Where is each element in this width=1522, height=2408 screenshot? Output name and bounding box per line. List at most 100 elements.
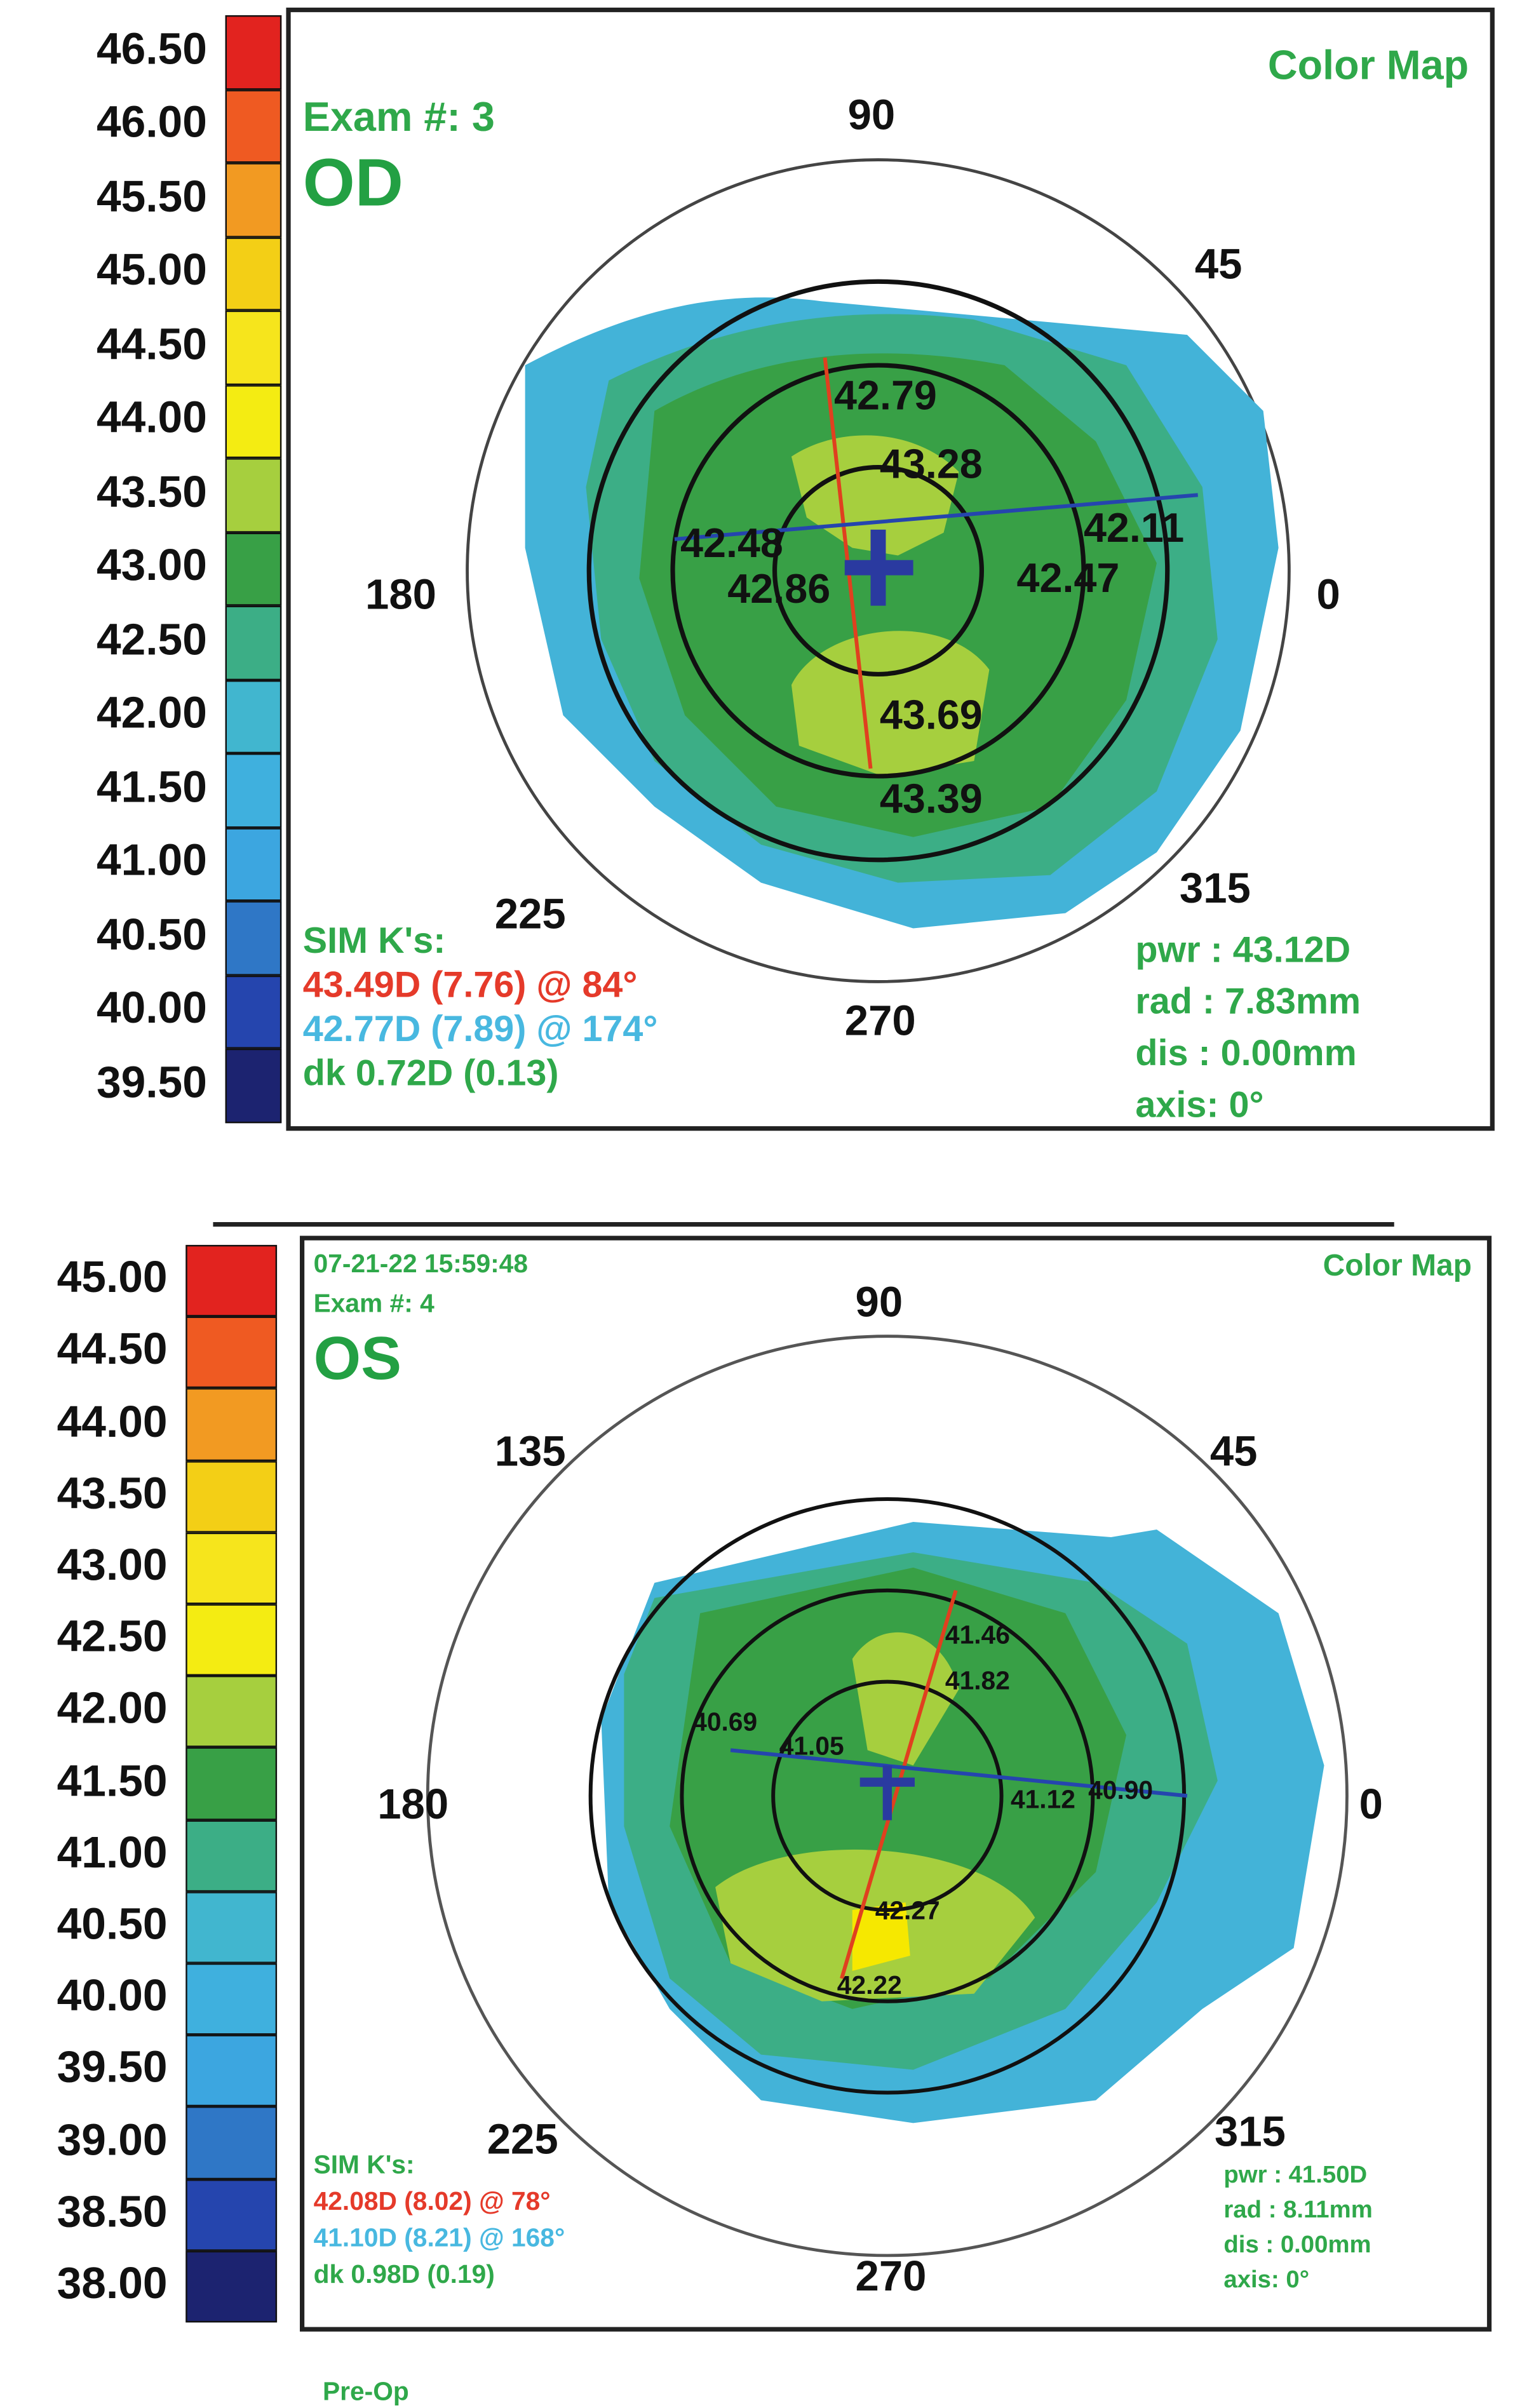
od-cursor-info: pwr : 43.12D rad : 7.83mm dis : 0.00mm a… [1135,925,1361,1133]
os-scale-label: 42.50 [57,1613,168,1662]
os-scale-label: 38.00 [57,2260,168,2309]
od-scale-swatch [225,753,282,828]
os-axis-label: 270 [855,2252,927,2300]
od-scale-label: 44.50 [96,321,207,370]
od-scale-swatch [225,89,282,163]
od-axis: axis: 0° [1135,1085,1264,1127]
os-scale-swatch [185,1676,278,1748]
od-scale-label: 40.50 [96,911,207,960]
os-axis-label: 0 [1359,1780,1383,1828]
os-k-reading: 41.46 [945,1620,1010,1650]
od-yellowgreen-zone [791,435,990,776]
os-scale-swatch [185,1316,278,1389]
os-pwr: pwr : 41.50D [1223,2162,1368,2189]
os-sim-k-flat: 41.10D (8.21) @ 168° [313,2223,565,2253]
os-scale-label: 39.50 [57,2044,168,2094]
os-eye-label: OS [313,1325,402,1393]
os-scale-label: 40.50 [57,1900,168,1950]
od-axis-label: 225 [494,890,566,938]
od-axis-label: 0 [1316,570,1340,618]
od-eye-label: OD [302,146,403,221]
os-k-reading: 42.22 [837,1970,902,2000]
os-corneal-map [426,1335,1349,2257]
os-scale-swatch [185,2106,278,2179]
os-scale-label: 41.50 [57,1757,168,1806]
os-sim-k-steep: 42.08D (8.02) @ 78° [313,2187,551,2216]
os-axis: axis: 0° [1223,2268,1310,2294]
od-scale-swatch [225,310,282,384]
od-axis-label: 45 [1194,240,1243,288]
od-scale-label: 46.50 [96,25,207,75]
os-scale-swatch [185,1532,278,1604]
od-k-reading: 42.48 [680,520,783,567]
os-rad: rad : 8.11mm [1223,2197,1373,2224]
os-scale-label: 40.00 [57,1972,168,2022]
os-axis-label: 45 [1209,1427,1258,1475]
os-axis-label: 135 [494,1427,566,1475]
os-center-cross [859,1777,915,1787]
os-scale-swatch [185,2035,278,2107]
od-sim-k-label: SIM K's: [302,920,446,962]
od-scale-label: 40.00 [96,985,207,1034]
od-axis-label: 315 [1179,864,1251,912]
od-scale-label: 43.50 [96,468,207,518]
os-timestamp: 07-21-22 15:59:48 [313,1249,529,1279]
od-scale-label: 41.50 [96,763,207,813]
od-scale-swatch [225,901,282,975]
od-outer-circle [466,158,1291,983]
od-scale-label: 43.00 [96,542,207,591]
os-scale-swatch [185,1963,278,2035]
od-scale-label: 44.00 [96,394,207,444]
od-scale-swatch [225,679,282,754]
os-sim-k-delta: dk 0.98D (0.19) [313,2260,495,2289]
os-map-frame: Color Map 07-21-22 15:59:48 Exam #: 4 OS… [300,1235,1492,2332]
os-k-reading: 40.90 [1088,1776,1154,1805]
od-scale-swatch [225,384,282,459]
od-green-zone [639,353,1157,837]
od-scale-label: 39.50 [96,1059,207,1108]
od-scale-label: 42.50 [96,616,207,665]
os-k-reading: 42.27 [875,1896,940,1925]
od-k-reading: 43.69 [879,692,983,739]
os-scale-label: 43.50 [57,1470,168,1519]
os-scale-label: 44.50 [57,1326,168,1375]
os-scale-label: 38.50 [57,2188,168,2237]
od-exam-number: Exam #: 3 [302,94,495,140]
od-sim-k-delta: dk 0.72D (0.13) [302,1053,559,1094]
os-k-reading: 40.69 [692,1707,758,1737]
os-axis-label: 90 [855,1278,903,1326]
od-scale-label: 42.00 [96,690,207,739]
od-scale-swatch [225,1048,282,1123]
od-scale-swatch [225,15,282,90]
od-k-reading: 42.86 [727,566,831,612]
os-dis: dis : 0.00mm [1223,2232,1371,2259]
os-scale-swatch [185,1244,278,1317]
os-scale-swatch [185,2179,278,2251]
od-axis-label: 90 [847,91,896,139]
os-exam-number: Exam #: 4 [313,1289,434,1318]
od-scale-swatch [225,827,282,901]
od-k-reading: 42.79 [834,373,937,419]
od-sim-k-steep: 43.49D (7.76) @ 84° [302,965,638,1006]
od-k-reading: 43.39 [879,776,983,822]
os-cursor-info: pwr : 41.50D rad : 8.11mm dis : 0.00mm a… [1223,2158,1372,2298]
os-footer-label: Pre-Op [322,2377,409,2407]
os-flat-meridian [730,1748,1188,1798]
os-scale-label: 43.00 [57,1542,168,1591]
od-rad: rad : 7.83mm [1135,981,1361,1023]
od-pwr: pwr : 43.12D [1135,929,1351,971]
os-scale-swatch [185,1604,278,1676]
od-scale-swatch [225,163,282,237]
od-map-frame: Color Map Exam #: 3 OD SIM K's: 43.49D (… [286,7,1495,1133]
os-outer-circle [426,1335,1349,2257]
os-color-map-title: Color Map [1323,1249,1472,1283]
od-corneal-map [466,158,1291,983]
os-sim-k: SIM K's: 42.08D (8.02) @ 78° 41.10D (8.2… [314,2148,565,2294]
od-sim-k-flat: 42.77D (7.89) @ 174° [302,1009,658,1051]
os-yellowgreen-zone [715,1632,1035,2001]
os-scale-swatch [185,1389,278,1461]
os-scale-label: 42.00 [57,1685,168,1734]
os-sim-k-label: SIM K's: [313,2150,415,2180]
od-center-cross [844,560,913,575]
